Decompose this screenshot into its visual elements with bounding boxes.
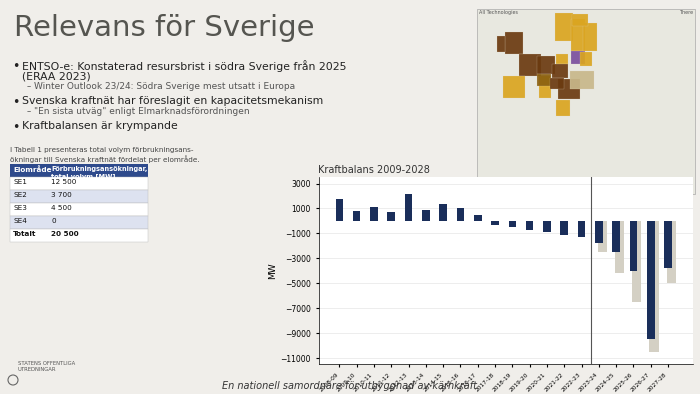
Text: Elområde: Elområde <box>13 166 52 173</box>
Bar <box>647 221 655 340</box>
Bar <box>539 76 551 98</box>
Bar <box>632 221 641 302</box>
Text: SE1: SE1 <box>13 179 27 185</box>
Bar <box>578 221 585 237</box>
Text: SE2: SE2 <box>13 192 27 198</box>
Text: ENTSO-e: Konstaterad resursbrist i södra Sverige från 2025: ENTSO-e: Konstaterad resursbrist i södra… <box>22 60 346 72</box>
Text: 4 500: 4 500 <box>51 205 71 211</box>
Text: Svenska kraftnät har föreslagit en kapacitetsmekanism: Svenska kraftnät har föreslagit en kapac… <box>22 96 323 106</box>
Bar <box>580 52 592 66</box>
Bar <box>526 221 533 230</box>
Bar <box>556 100 570 116</box>
Text: Net generating capacities compared to highest expected demand in Winter 2023/24: Net generating capacities compared to hi… <box>479 188 664 192</box>
Text: •: • <box>12 121 20 134</box>
Y-axis label: MW: MW <box>269 262 278 279</box>
Text: 20 500: 20 500 <box>51 231 78 237</box>
Bar <box>550 78 564 89</box>
Bar <box>422 210 430 221</box>
Circle shape <box>532 185 536 189</box>
Bar <box>10 229 148 242</box>
Text: (ERAA 2023): (ERAA 2023) <box>22 71 91 81</box>
Bar <box>583 23 597 51</box>
Text: •: • <box>12 96 20 109</box>
Bar <box>571 51 585 64</box>
Bar <box>509 221 516 227</box>
Bar <box>474 215 482 221</box>
Bar <box>10 203 148 216</box>
Bar <box>571 19 585 51</box>
Bar <box>543 221 551 232</box>
Bar <box>598 221 607 252</box>
Bar <box>572 14 588 26</box>
Text: 12 500: 12 500 <box>51 179 76 185</box>
Bar <box>615 221 624 273</box>
Bar <box>519 54 541 76</box>
Bar <box>612 221 620 252</box>
Text: Totalt: Totalt <box>13 231 36 237</box>
Bar <box>353 211 360 221</box>
Bar <box>10 164 148 177</box>
Circle shape <box>480 185 484 189</box>
Bar <box>491 221 499 225</box>
Bar <box>405 193 412 221</box>
Text: SE4: SE4 <box>13 218 27 224</box>
Text: Kraftbalansen är krympande: Kraftbalansen är krympande <box>22 121 178 131</box>
Bar <box>440 204 447 221</box>
Bar <box>537 56 555 74</box>
Text: Winter Outlook 23/24: Södra Sverige mest utsatt i Europa: Winter Outlook 23/24: Södra Sverige mest… <box>34 82 295 91</box>
Bar <box>477 9 695 194</box>
Bar <box>387 212 395 221</box>
Bar <box>667 221 676 283</box>
Bar <box>561 221 568 235</box>
Bar <box>503 76 525 98</box>
Text: There: There <box>679 10 693 15</box>
Text: Relevans för Sverige: Relevans för Sverige <box>14 14 314 42</box>
Bar <box>595 221 603 243</box>
Bar <box>664 221 672 268</box>
Bar <box>555 13 573 41</box>
Text: Förbrukningsansökningar,
total volym [MW]: Förbrukningsansökningar, total volym [MW… <box>51 166 148 180</box>
Text: "En sista utväg" enligt Elmarknadsförordningen: "En sista utväg" enligt Elmarknadsförord… <box>34 107 250 116</box>
Bar <box>497 36 505 52</box>
Text: 200%-500%: 200%-500% <box>590 184 615 188</box>
Text: Kraftbalans 2009-2028: Kraftbalans 2009-2028 <box>318 165 430 175</box>
Circle shape <box>636 185 640 189</box>
Bar <box>10 190 148 203</box>
Bar <box>10 216 148 229</box>
Text: 100-200%: 100-200% <box>538 184 559 188</box>
Text: more than 500%: more than 500% <box>642 184 676 188</box>
Text: 3 700: 3 700 <box>51 192 71 198</box>
Bar <box>556 54 568 64</box>
Text: All Technologies: All Technologies <box>479 10 518 15</box>
Bar <box>558 79 580 99</box>
Bar <box>650 221 659 352</box>
Text: 0: 0 <box>51 218 55 224</box>
Text: I Tabell 1 presenteras total volym förbrukningsans-
ökningar till Svenska kraftn: I Tabell 1 presenteras total volym förbr… <box>10 147 199 164</box>
Circle shape <box>584 185 588 189</box>
Bar <box>630 221 637 271</box>
Bar <box>570 71 594 89</box>
Text: –: – <box>27 107 32 116</box>
Bar <box>456 208 464 221</box>
Bar <box>335 199 343 221</box>
Text: –: – <box>27 82 32 91</box>
Text: less than 100%: less than 100% <box>486 184 517 188</box>
Text: SE3: SE3 <box>13 205 27 211</box>
Bar <box>552 64 568 78</box>
Text: STATENS OFFENTLIGA
UTREDNINGAR: STATENS OFFENTLIGA UTREDNINGAR <box>18 361 76 372</box>
Text: En nationell samordnare för utbyggnad av kärnkraft: En nationell samordnare för utbyggnad av… <box>223 381 477 391</box>
Bar <box>370 207 378 221</box>
Text: •: • <box>12 60 20 73</box>
Bar <box>10 177 148 190</box>
Bar <box>537 74 551 86</box>
Bar <box>505 32 523 54</box>
